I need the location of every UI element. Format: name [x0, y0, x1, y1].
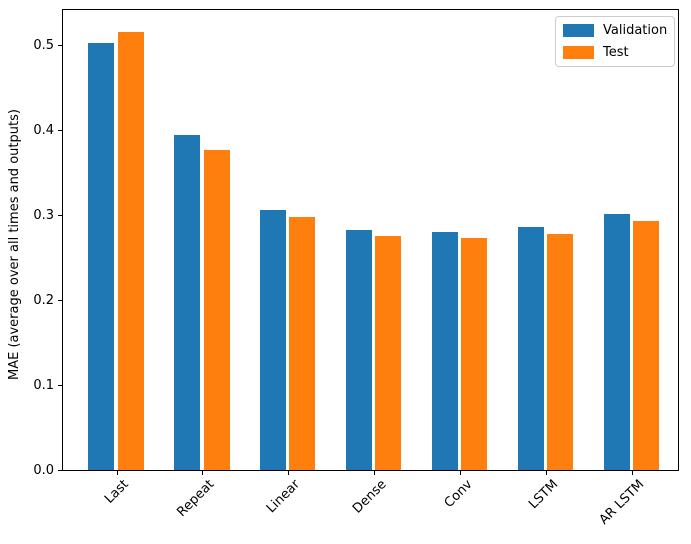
bar-test-dense [375, 235, 402, 470]
bar-validation-repeat [174, 134, 201, 470]
bar-test-ar-lstm [633, 220, 659, 470]
y-tick-label: 0.5 [33, 38, 54, 54]
legend-item-test: Test [563, 45, 667, 60]
x-tick-mark [288, 471, 290, 475]
bar-validation-linear [260, 210, 287, 470]
x-tick-mark [116, 471, 118, 475]
x-tick-label-last: Last [101, 477, 132, 507]
y-tick-label: 0.1 [33, 377, 54, 393]
bar-validation-ar-lstm [603, 213, 630, 470]
y-tick-mark [58, 45, 62, 47]
plot-area [62, 9, 679, 471]
legend-swatch-test-icon [563, 46, 594, 59]
y-tick-label: 0.4 [33, 123, 54, 138]
x-tick-label-repeat: Repeat [174, 477, 218, 520]
legend-swatch-validation-icon [563, 24, 594, 37]
x-tick-label-dense: Dense [349, 477, 390, 517]
y-tick-mark [58, 130, 62, 131]
x-tick-mark [202, 471, 204, 475]
bar-validation-dense [346, 229, 373, 470]
y-tick-mark [58, 299, 62, 301]
x-tick-label-lstm: LSTM [525, 477, 562, 513]
x-tick-label-linear: Linear [264, 477, 304, 517]
x-tick-mark [460, 471, 462, 475]
bar-validation-lstm [517, 227, 544, 470]
legend-item-validation: Validation [563, 23, 667, 38]
x-tick-mark [631, 471, 633, 475]
y-tick-label: 0.0 [33, 462, 54, 478]
bar-test-linear [289, 217, 316, 470]
x-tick-mark [546, 471, 547, 475]
x-tick-mark [374, 471, 376, 475]
legend: Validation Test [555, 16, 676, 67]
legend-label-validation: Validation [603, 23, 668, 38]
x-tick-label-ar-lstm: AR LSTM [596, 477, 648, 528]
y-tick-label: 0.2 [33, 292, 54, 308]
bar-test-repeat [203, 150, 230, 470]
bar-validation-conv [432, 232, 458, 470]
bar-test-last [117, 32, 144, 470]
y-axis-label: MAE (average over all times and outputs) [7, 109, 22, 381]
y-tick-mark [58, 214, 62, 216]
y-tick-label: 0.3 [33, 207, 54, 223]
bar-test-conv [461, 237, 488, 470]
bar-validation-last [88, 43, 115, 470]
y-tick-mark [58, 469, 62, 471]
y-tick-mark [58, 384, 62, 386]
bar-test-lstm [547, 234, 574, 470]
x-tick-label-conv: Conv [441, 477, 476, 511]
legend-label-test: Test [603, 45, 629, 60]
